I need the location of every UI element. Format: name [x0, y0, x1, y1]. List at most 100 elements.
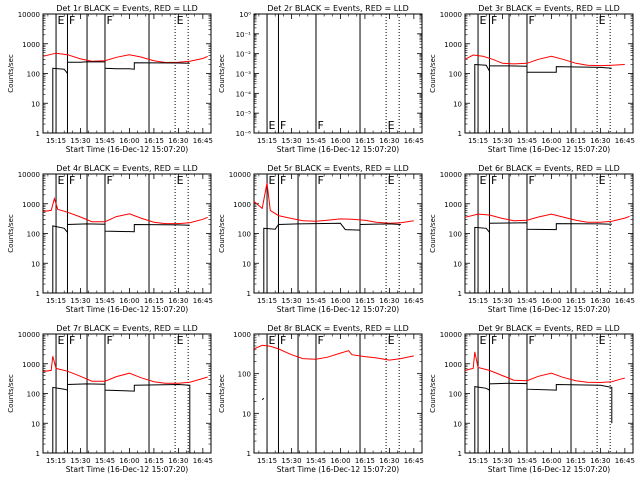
x-tick-label: 16:15	[355, 297, 375, 305]
x-tick-label: 16:30	[168, 457, 188, 465]
y-axis-label: Counts/sec	[218, 214, 226, 253]
y-tick-label: 10⁰	[239, 11, 251, 19]
y-axis-label: Counts/sec	[429, 214, 437, 253]
x-tick-label: 16:15	[566, 297, 586, 305]
marker-label: F	[69, 174, 75, 187]
y-tick-label: 10000	[229, 171, 251, 179]
x-axis-label: Start Time (16-Dec-12 15:07:20)	[277, 145, 399, 154]
x-tick-label: 15:45	[95, 297, 115, 305]
x-tick-label: 16:00	[541, 137, 561, 145]
x-tick-label: 16:00	[541, 297, 561, 305]
lld-line	[42, 52, 208, 64]
x-tick-label: 16:45	[193, 297, 213, 305]
y-axis-label: Counts/sec	[429, 374, 437, 413]
plot-frame	[253, 333, 423, 454]
y-tick-label: 100	[449, 71, 462, 79]
y-axis-label: Counts/sec	[218, 374, 226, 413]
panel-det-5: Det 5r BLACK = Events, RED = LLD 1 10 100 10…	[218, 164, 424, 314]
y-tick-label: 10⁻⁶	[236, 130, 252, 138]
marker-label: E	[599, 174, 606, 187]
x-tick-label: 16:45	[193, 137, 213, 145]
events-line	[52, 61, 190, 133]
x-tick-label: 16:00	[330, 457, 350, 465]
x-tick-label: 15:30	[281, 457, 301, 465]
x-tick-label: 15:15	[46, 137, 66, 145]
x-tick-label: 16:30	[379, 457, 399, 465]
y-tick-label: 1	[36, 450, 40, 458]
y-tick-label: 10⁻²	[236, 51, 252, 59]
y-tick-label: 1000	[22, 361, 40, 369]
x-axis-label: Start Time (16-Dec-12 15:07:20)	[66, 145, 188, 154]
lld-line	[42, 356, 208, 384]
marker-label: F	[491, 334, 497, 347]
panel-det-4: Det 4r BLACK = Events, RED = LLD 1 10 100 10…	[7, 164, 213, 314]
events-line	[52, 223, 190, 293]
y-tick-label: 1000	[444, 201, 462, 209]
events-line	[261, 397, 265, 401]
panel-title: Det 5r BLACK = Events, RED = LLD	[267, 164, 409, 173]
x-tick-label: 16:00	[541, 457, 561, 465]
x-tick-label: 15:15	[257, 297, 277, 305]
y-tick-label: 1	[458, 290, 462, 298]
y-axis-label: Counts/sec	[218, 54, 226, 93]
x-tick-label: 15:30	[492, 137, 512, 145]
x-axis-label: Start Time (16-Dec-12 15:07:20)	[66, 305, 188, 314]
x-tick-label: 15:30	[70, 457, 90, 465]
x-tick-label: 16:00	[119, 297, 139, 305]
marker-label: F	[491, 14, 497, 27]
panel-det-1: Det 1r BLACK = Events, RED = LLD 1 10 100 10…	[7, 4, 213, 154]
panel-title: Det 4r BLACK = Events, RED = LLD	[56, 164, 198, 173]
y-tick-label: 1	[458, 130, 462, 138]
panel-title: Det 2r BLACK = Events, RED = LLD	[267, 4, 409, 13]
x-tick-label: 16:15	[144, 137, 164, 145]
y-tick-label: 10	[242, 410, 251, 418]
marker-label: E	[388, 334, 395, 347]
y-tick-label: 10000	[18, 11, 40, 19]
y-axis-label: Counts/sec	[7, 374, 15, 413]
marker-label: F	[528, 14, 534, 27]
x-tick-label: 15:15	[46, 457, 66, 465]
y-tick-label: 1000	[22, 41, 40, 49]
panel-title: Det 3r BLACK = Events, RED = LLD	[478, 4, 620, 13]
x-tick-label: 15:45	[95, 137, 115, 145]
y-tick-label: 100	[449, 231, 462, 239]
x-tick-label: 16:45	[615, 457, 635, 465]
marker-label: F	[106, 174, 112, 187]
x-tick-label: 16:30	[168, 297, 188, 305]
x-tick-label: 15:45	[95, 457, 115, 465]
marker-label: E	[177, 334, 184, 347]
x-axis-label: Start Time (16-Dec-12 15:07:20)	[277, 305, 399, 314]
x-tick-label: 16:30	[590, 457, 610, 465]
x-tick-label: 16:45	[193, 457, 213, 465]
x-tick-label: 15:30	[492, 297, 512, 305]
x-tick-label: 15:30	[70, 297, 90, 305]
x-tick-label: 15:15	[468, 457, 488, 465]
y-tick-label: 10⁻⁵	[236, 110, 252, 118]
marker-label: F	[280, 334, 286, 347]
plot-frame	[42, 173, 212, 294]
plot-frame	[42, 13, 212, 134]
y-tick-label: 1	[458, 450, 462, 458]
y-tick-label: 1	[36, 290, 40, 298]
panel-det-2: Det 2r BLACK = Events, RED = LLD 10⁻⁶ 10⁻⁵…	[218, 4, 424, 154]
x-tick-label: 16:15	[144, 297, 164, 305]
marker-label: F	[317, 174, 323, 187]
x-tick-label: 16:15	[566, 137, 586, 145]
marker-label: E	[480, 174, 487, 187]
x-tick-label: 16:00	[119, 137, 139, 145]
marker-label: E	[177, 174, 184, 187]
plot-frame	[464, 13, 634, 134]
marker-label: F	[528, 174, 534, 187]
marker-label: E	[480, 334, 487, 347]
x-tick-label: 15:30	[281, 297, 301, 305]
y-tick-label: 1	[247, 450, 251, 458]
marker-label: E	[599, 334, 606, 347]
events-line	[52, 383, 191, 453]
x-tick-label: 16:15	[566, 457, 586, 465]
y-tick-label: 100	[238, 371, 251, 379]
x-tick-label: 16:45	[404, 137, 424, 145]
x-tick-label: 15:15	[257, 137, 277, 145]
x-tick-label: 16:45	[615, 297, 635, 305]
plot-frame	[253, 173, 423, 294]
plot-frame	[464, 173, 634, 294]
